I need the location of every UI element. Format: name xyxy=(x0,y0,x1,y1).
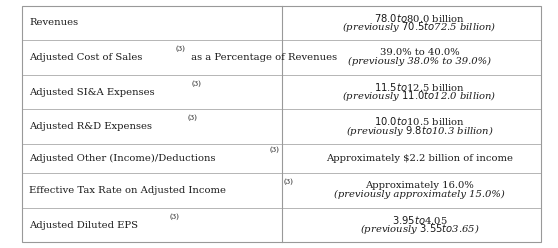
Text: (previously approximately 15.0%): (previously approximately 15.0%) xyxy=(334,190,505,199)
Text: Adjusted Diluted EPS: Adjusted Diluted EPS xyxy=(29,220,138,229)
Text: (3): (3) xyxy=(170,212,180,220)
Text: (3): (3) xyxy=(187,114,198,122)
Text: $3.95 to $4.05: $3.95 to $4.05 xyxy=(392,214,448,226)
Text: $10.0 to $10.5 billion: $10.0 to $10.5 billion xyxy=(374,115,465,127)
Text: $78.0 to $80.0 billion: $78.0 to $80.0 billion xyxy=(374,12,465,24)
Text: (3): (3) xyxy=(270,146,280,154)
Text: (3): (3) xyxy=(191,79,201,87)
Text: as a Percentage of Revenues: as a Percentage of Revenues xyxy=(188,53,337,62)
Text: Adjusted Cost of Sales: Adjusted Cost of Sales xyxy=(29,53,142,62)
Text: Adjusted Other (Income)/Deductions: Adjusted Other (Income)/Deductions xyxy=(29,154,215,163)
Text: 39.0% to 40.0%: 39.0% to 40.0% xyxy=(380,48,459,57)
Text: (previously 38.0% to 39.0%): (previously 38.0% to 39.0%) xyxy=(348,57,491,66)
Text: (previously $3.55 to $3.65): (previously $3.55 to $3.65) xyxy=(360,222,479,236)
Text: (previously $11.0 to $12.0 billion): (previously $11.0 to $12.0 billion) xyxy=(343,89,497,103)
Text: (previously $9.8 to $10.3 billion): (previously $9.8 to $10.3 billion) xyxy=(346,124,493,138)
Text: Revenues: Revenues xyxy=(29,19,78,28)
Text: Approximately $2.2 billion of income: Approximately $2.2 billion of income xyxy=(326,154,513,163)
Text: Adjusted R&D Expenses: Adjusted R&D Expenses xyxy=(29,122,152,131)
Text: (3): (3) xyxy=(175,45,185,53)
Text: $11.5 to $12.5 billion: $11.5 to $12.5 billion xyxy=(374,81,465,93)
Text: Adjusted SI&A Expenses: Adjusted SI&A Expenses xyxy=(29,88,155,96)
Text: Effective Tax Rate on Adjusted Income: Effective Tax Rate on Adjusted Income xyxy=(29,186,226,195)
Text: Approximately 16.0%: Approximately 16.0% xyxy=(365,181,474,190)
Text: (3): (3) xyxy=(283,178,293,186)
Text: (previously $70.5 to $72.5 billion): (previously $70.5 to $72.5 billion) xyxy=(343,20,497,34)
